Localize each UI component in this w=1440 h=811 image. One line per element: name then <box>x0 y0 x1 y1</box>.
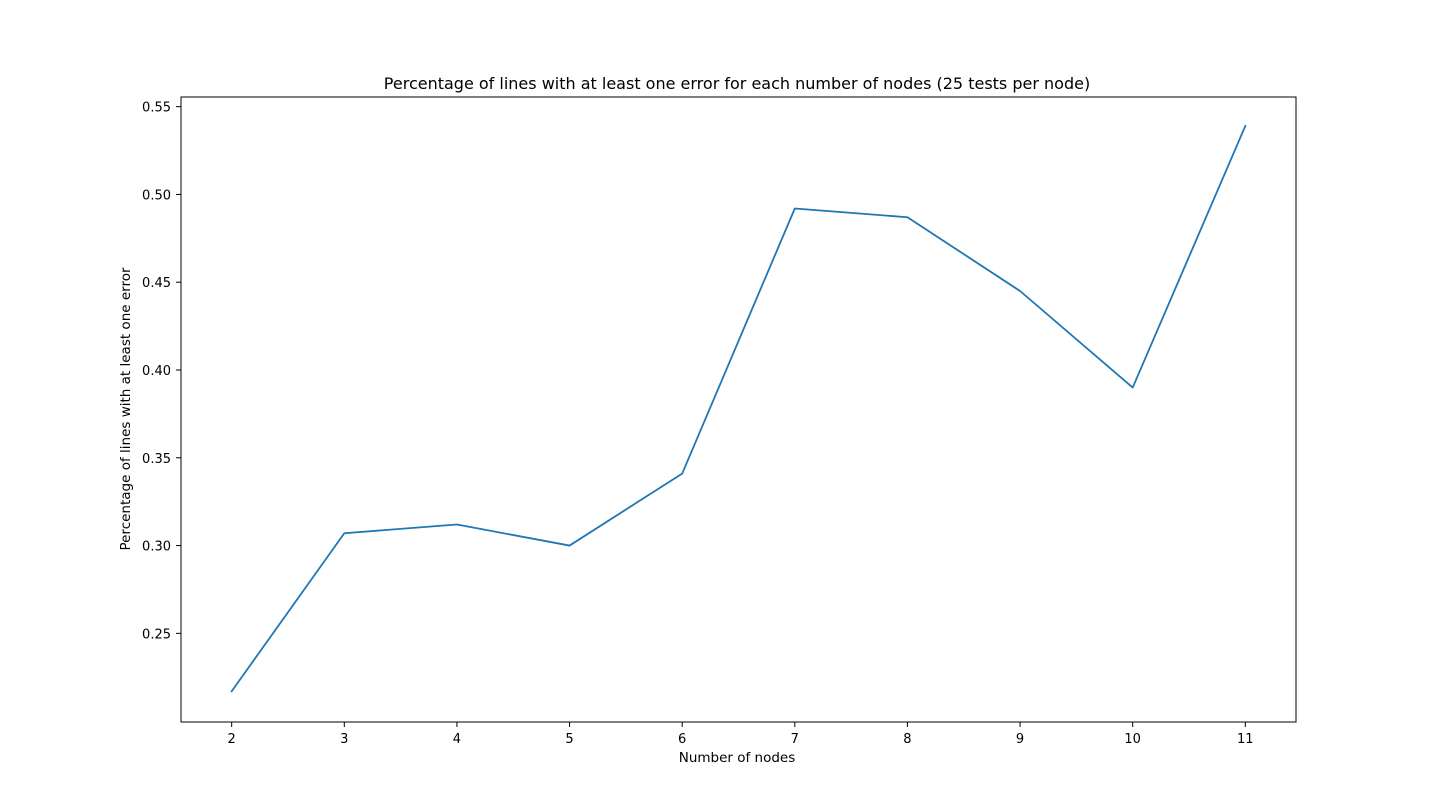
x-tick-label: 8 <box>903 732 911 747</box>
y-tick-label: 0.25 <box>142 627 171 642</box>
x-tick-label: 3 <box>340 732 348 747</box>
y-tick-label: 0.35 <box>142 452 171 467</box>
y-tick-label: 0.50 <box>142 188 171 203</box>
y-tick-label: 0.40 <box>142 364 171 379</box>
x-tick-label: 6 <box>678 732 686 747</box>
x-tick-label: 9 <box>1016 732 1024 747</box>
x-tick-label: 11 <box>1237 732 1254 747</box>
data-line <box>230 124 1247 693</box>
x-tick-label: 10 <box>1124 732 1141 747</box>
y-tick-label: 0.55 <box>142 101 171 116</box>
x-tick-label: 4 <box>453 732 461 747</box>
plot-frame <box>180 96 1297 723</box>
x-tick-label: 5 <box>565 732 573 747</box>
plot-area: 2 3 4 5 6 7 8 9 10 11 0.25 0.30 0.35 0.40 0.45 0.50 0.55 <box>142 96 1297 747</box>
x-tick-label: 7 <box>791 732 799 747</box>
x-axis-title: Number of nodes <box>679 750 796 766</box>
y-tick-label: 0.45 <box>142 276 171 291</box>
x-tick-label: 2 <box>228 732 236 747</box>
chart-title: Percentage of lines with at least one er… <box>384 74 1090 93</box>
y-tick-label: 0.30 <box>142 540 171 555</box>
y-axis-title: Percentage of lines with at least one er… <box>118 267 134 551</box>
